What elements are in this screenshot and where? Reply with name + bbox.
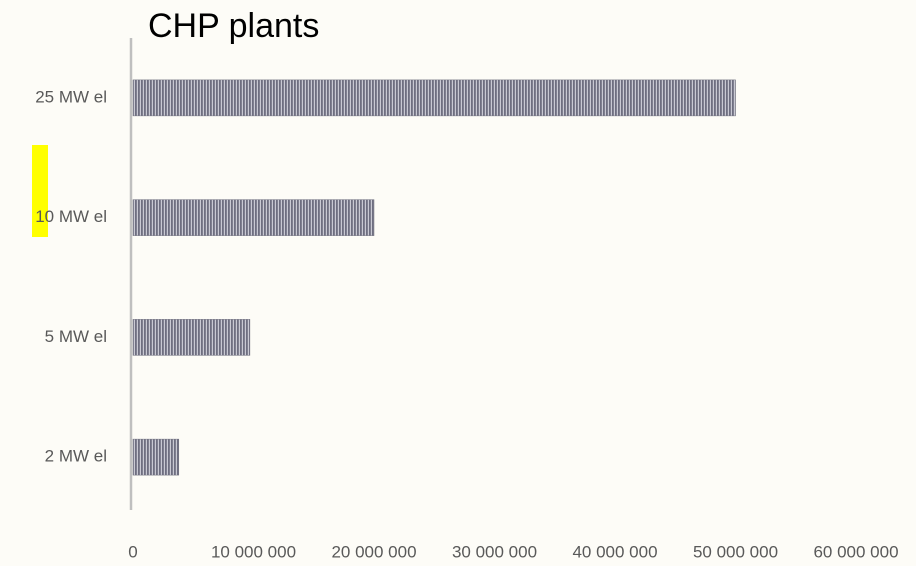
bar (132, 319, 251, 356)
y-tick-label: 2 MW el (45, 447, 107, 466)
x-tick-label: 20 000 000 (331, 542, 416, 561)
x-tick-label: 50 000 000 (693, 542, 778, 561)
y-tick-label: 25 MW el (35, 87, 107, 106)
bar (132, 79, 736, 117)
x-tick-label: 60 000 000 (813, 542, 898, 561)
y-tick-label: 5 MW el (45, 327, 107, 346)
bar (132, 438, 180, 476)
x-tick-label: 0 (128, 542, 137, 561)
bar (132, 199, 375, 236)
x-tick-label: 40 000 000 (572, 542, 657, 561)
chart-title: CHP plants (148, 7, 319, 45)
x-tick-label: 10 000 000 (211, 542, 296, 561)
y-tick-label: 10 MW el (35, 207, 107, 226)
x-tick-label: 30 000 000 (452, 542, 537, 561)
highlight (32, 145, 48, 237)
